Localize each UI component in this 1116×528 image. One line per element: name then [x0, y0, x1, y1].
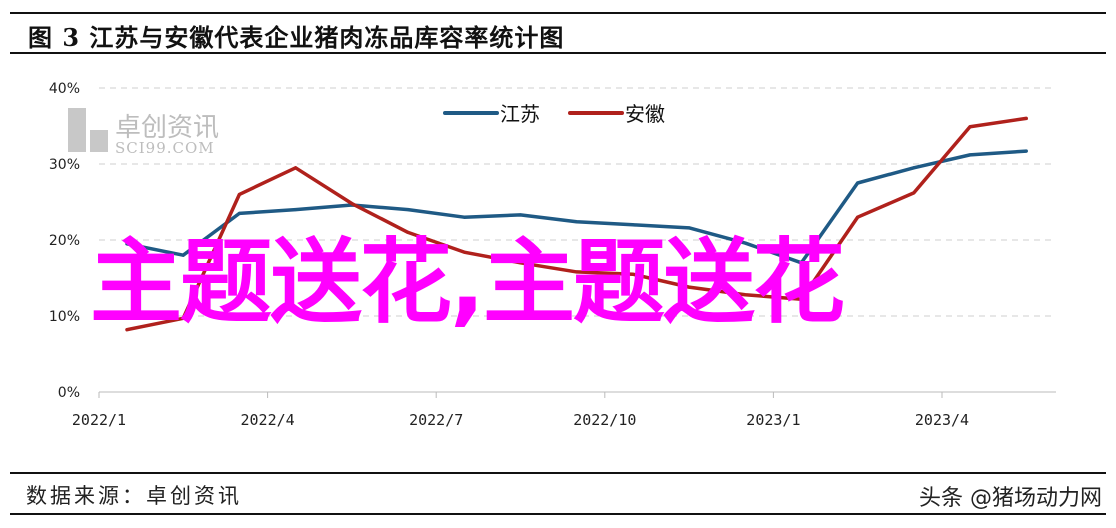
data-point	[631, 272, 635, 276]
data-point	[743, 241, 747, 245]
data-point	[237, 211, 241, 215]
data-point	[462, 250, 466, 254]
y-tick-label: 20%	[49, 233, 80, 249]
x-tick-label: 2023/1	[746, 411, 800, 429]
watermark-text: 卓创资讯	[115, 113, 219, 143]
data-point	[575, 220, 579, 224]
x-tick-label: 2022/10	[573, 411, 636, 429]
data-point	[125, 328, 129, 332]
data-point	[1024, 149, 1028, 153]
data-point	[912, 191, 916, 195]
watermark-logo	[68, 108, 86, 152]
top-rule	[10, 12, 1106, 14]
data-point	[125, 242, 129, 246]
x-tick-label: 2022/7	[409, 411, 463, 429]
y-tick-label: 30%	[49, 157, 80, 173]
data-point	[406, 230, 410, 234]
data-point	[856, 181, 860, 185]
data-point	[294, 166, 298, 170]
footer-bottom-rule	[10, 513, 1106, 515]
y-tick-label: 0%	[58, 385, 80, 401]
watermark-url: SCI99.COM	[115, 139, 215, 157]
data-point	[518, 213, 522, 217]
data-point	[968, 125, 972, 129]
data-point	[631, 223, 635, 227]
legend-label: 江苏	[500, 102, 540, 126]
data-source: 数据来源：卓创资讯	[26, 484, 242, 508]
data-point	[856, 215, 860, 219]
data-point	[799, 297, 803, 301]
data-point	[181, 253, 185, 257]
watermark-logo	[90, 130, 108, 152]
y-tick-label: 40%	[49, 81, 80, 97]
data-point	[743, 293, 747, 297]
data-point	[687, 226, 691, 230]
chart-title: 图 3 江苏与安徽代表企业猪肉冻品库容率统计图	[28, 23, 565, 52]
data-point	[799, 261, 803, 265]
x-tick-label: 2023/4	[915, 411, 969, 429]
data-point	[1024, 116, 1028, 120]
data-point	[968, 153, 972, 157]
y-tick-label: 10%	[49, 309, 80, 325]
data-point	[181, 316, 185, 320]
title-rule	[10, 52, 1106, 54]
data-point	[350, 202, 354, 206]
overlay-text: 主题送花,主题送花	[90, 229, 845, 336]
legend-label: 安徽	[625, 102, 665, 126]
data-point	[912, 166, 916, 170]
x-tick-label: 2022/1	[72, 411, 126, 429]
footer-top-rule	[10, 472, 1106, 474]
data-point	[294, 208, 298, 212]
data-point	[406, 208, 410, 212]
data-point	[462, 215, 466, 219]
data-point	[575, 270, 579, 274]
data-point	[237, 192, 241, 196]
credit: 头条 @猪场动力网	[919, 486, 1102, 511]
x-tick-label: 2022/4	[241, 411, 295, 429]
data-point	[687, 285, 691, 289]
data-point	[518, 261, 522, 265]
